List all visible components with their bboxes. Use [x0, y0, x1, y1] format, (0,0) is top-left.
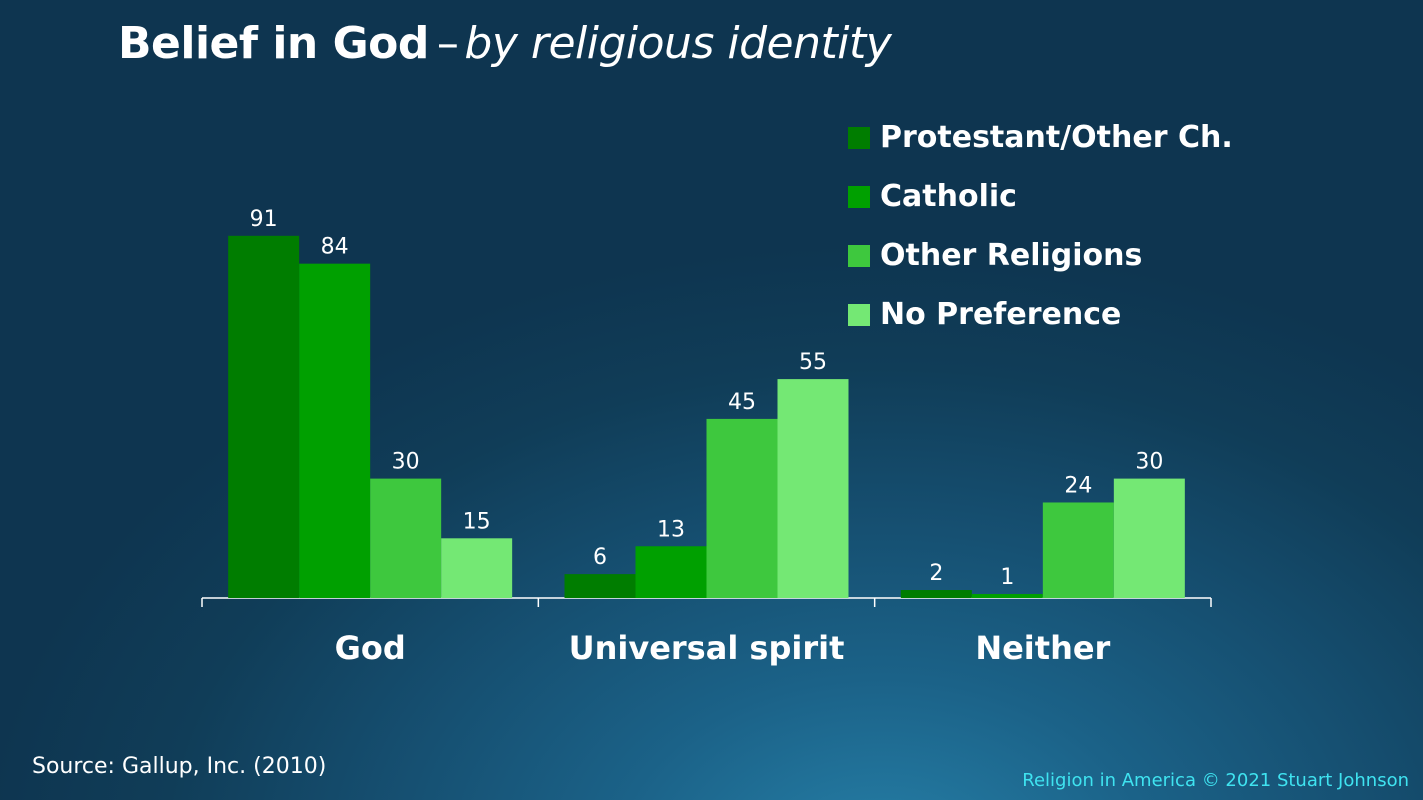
- x-category-label: God: [335, 629, 406, 667]
- bar: [635, 546, 707, 598]
- title-separator: –: [436, 18, 459, 69]
- x-category-label: Universal spirit: [569, 629, 845, 667]
- page-title: Belief in God – by religious identity: [118, 18, 892, 69]
- bar: [299, 263, 371, 598]
- title-main: Belief in God: [118, 18, 429, 69]
- x-category-label: Neither: [975, 629, 1110, 667]
- bar-data-label: 1: [1000, 565, 1014, 590]
- bar: [706, 418, 778, 598]
- bar-data-label: 84: [321, 235, 349, 260]
- bar: [900, 590, 972, 598]
- bar: [777, 379, 849, 598]
- bar-data-label: 91: [250, 207, 278, 232]
- bar: [1113, 478, 1185, 598]
- legend-swatch-other-religions: [848, 244, 870, 267]
- source-note: Source: Gallup, Inc. (2010): [32, 754, 327, 779]
- bar: [370, 478, 442, 598]
- bar: [564, 574, 636, 598]
- bar-data-label: 15: [463, 509, 491, 534]
- bar-data-label: 2: [929, 561, 943, 586]
- copyright-footer: Religion in America © 2021 Stuart Johnso…: [1022, 770, 1409, 791]
- chart-legend: Protestant/Other Ch. Catholic Other Reli…: [848, 108, 1233, 344]
- bar: [441, 538, 513, 598]
- bar: [228, 235, 300, 598]
- legend-label-other-religions: Other Religions: [880, 238, 1143, 273]
- bar-data-label: 13: [657, 517, 685, 542]
- legend-item-other-religions: Other Religions: [848, 226, 1233, 285]
- bar: [1042, 502, 1114, 598]
- bar: [971, 594, 1043, 598]
- bar-data-label: 6: [593, 545, 607, 570]
- legend-label-no-preference: No Preference: [880, 297, 1122, 332]
- bar-data-label: 55: [799, 350, 827, 375]
- legend-swatch-protestant: [848, 126, 870, 149]
- bar-data-label: 24: [1064, 473, 1092, 498]
- legend-item-no-preference: No Preference: [848, 285, 1233, 344]
- bar-data-label: 30: [392, 450, 420, 475]
- legend-item-protestant: Protestant/Other Ch.: [848, 108, 1233, 167]
- legend-item-catholic: Catholic: [848, 167, 1233, 226]
- legend-swatch-catholic: [848, 185, 870, 208]
- title-subtitle: by religious identity: [464, 18, 892, 69]
- legend-swatch-no-preference: [848, 303, 870, 326]
- bar-data-label: 30: [1135, 450, 1163, 475]
- legend-label-catholic: Catholic: [880, 179, 1017, 214]
- legend-label-protestant: Protestant/Other Ch.: [880, 120, 1233, 155]
- bar-data-label: 45: [728, 390, 756, 415]
